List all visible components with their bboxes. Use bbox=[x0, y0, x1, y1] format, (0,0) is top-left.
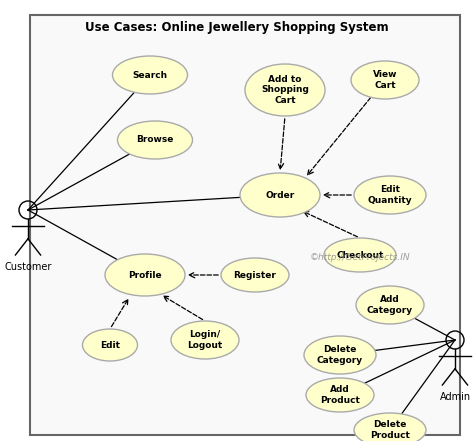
Text: Order: Order bbox=[265, 191, 295, 199]
Text: Profile: Profile bbox=[128, 270, 162, 280]
Text: Add
Product: Add Product bbox=[320, 385, 360, 405]
Text: Admin: Admin bbox=[439, 392, 471, 402]
Ellipse shape bbox=[240, 173, 320, 217]
Ellipse shape bbox=[245, 64, 325, 116]
Text: Search: Search bbox=[132, 71, 168, 79]
Ellipse shape bbox=[221, 258, 289, 292]
Ellipse shape bbox=[82, 329, 137, 361]
Ellipse shape bbox=[354, 413, 426, 441]
Text: Edit: Edit bbox=[100, 340, 120, 350]
Ellipse shape bbox=[351, 61, 419, 99]
Text: Delete
Category: Delete Category bbox=[317, 345, 363, 365]
Text: Use Cases: Online Jewellery Shopping System: Use Cases: Online Jewellery Shopping Sys… bbox=[85, 22, 389, 34]
Ellipse shape bbox=[118, 121, 192, 159]
Text: Customer: Customer bbox=[4, 262, 52, 272]
Ellipse shape bbox=[105, 254, 185, 296]
Ellipse shape bbox=[356, 286, 424, 324]
Text: Delete
Product: Delete Product bbox=[370, 420, 410, 440]
Text: Register: Register bbox=[234, 270, 276, 280]
Text: Checkout: Checkout bbox=[337, 250, 383, 259]
Ellipse shape bbox=[354, 176, 426, 214]
Text: Edit
Quantity: Edit Quantity bbox=[368, 185, 412, 205]
Text: Add
Category: Add Category bbox=[367, 295, 413, 315]
Ellipse shape bbox=[306, 378, 374, 412]
Ellipse shape bbox=[304, 336, 376, 374]
Ellipse shape bbox=[171, 321, 239, 359]
Ellipse shape bbox=[112, 56, 188, 94]
Text: Browse: Browse bbox=[137, 135, 173, 145]
Text: View
Cart: View Cart bbox=[373, 70, 397, 90]
Text: ©http://GetProjects.IN: ©http://GetProjects.IN bbox=[310, 254, 410, 262]
Ellipse shape bbox=[324, 238, 396, 272]
Text: Login/
Logout: Login/ Logout bbox=[187, 330, 223, 350]
Text: Add to
Shopping
Cart: Add to Shopping Cart bbox=[261, 75, 309, 105]
